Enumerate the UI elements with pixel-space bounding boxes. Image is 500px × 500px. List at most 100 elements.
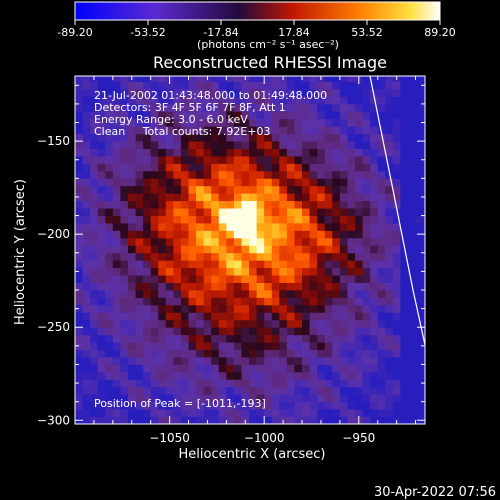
heatmap-cell [143, 89, 152, 97]
heatmap-cell [415, 379, 424, 388]
heatmap-cell [75, 245, 83, 254]
heatmap-cell [362, 327, 371, 336]
heatmap-cell [302, 267, 310, 276]
heatmap-cell [355, 156, 363, 164]
heatmap-cell [173, 297, 182, 306]
heatmap-cell [135, 334, 144, 343]
heatmap-cell [377, 208, 386, 216]
heatmap-cell [120, 148, 129, 157]
heatmap-cell [150, 312, 159, 321]
heatmap-cell [97, 334, 106, 343]
heatmap-cell [211, 215, 220, 224]
heatmap-cell [188, 103, 197, 112]
heatmap-cell [362, 163, 371, 172]
heatmap-cell [302, 312, 310, 321]
heatmap-cell [82, 297, 91, 306]
heatmap-cell [135, 200, 144, 209]
heatmap-cell [286, 342, 295, 350]
heatmap-cell [180, 371, 189, 380]
heatmap-cell [233, 371, 242, 380]
heatmap-cell [400, 118, 409, 127]
heatmap-cell [180, 312, 189, 321]
heatmap-cell [203, 252, 212, 261]
heatmap-cell [135, 96, 144, 105]
heatmap-cell [347, 260, 356, 269]
heatmap-cell [347, 312, 356, 321]
heatmap-cell [173, 260, 182, 269]
heatmap-cell [82, 133, 91, 142]
heatmap-cell [264, 349, 273, 358]
heatmap-cell [90, 386, 99, 395]
heatmap-cell [256, 334, 265, 343]
heatmap-cell [271, 334, 280, 343]
heatmap-cell [165, 409, 174, 417]
heatmap-cell [173, 89, 182, 97]
heatmap-cell [286, 334, 295, 343]
heatmap-cell [120, 409, 129, 417]
heatmap-cell [105, 416, 114, 424]
heatmap-cell [271, 267, 280, 276]
heatmap-cell [302, 319, 310, 328]
heatmap-cell [90, 118, 99, 127]
heatmap-cell [370, 208, 379, 216]
heatmap-cell [286, 275, 295, 283]
heatmap-cell [196, 334, 205, 343]
heatmap-cell [211, 409, 220, 417]
heatmap-cell [165, 118, 174, 127]
heatmap-cell [355, 290, 363, 298]
heatmap-cell [127, 81, 136, 90]
heatmap-cell [165, 200, 174, 209]
heatmap-cell [302, 290, 310, 298]
heatmap-cell [264, 282, 273, 291]
heatmap-cell [180, 304, 189, 313]
heatmap-cell [180, 416, 189, 424]
heatmap-cell [82, 111, 91, 120]
heatmap-cell [97, 208, 106, 216]
heatmap-cell [233, 282, 242, 291]
peak-position-label: Position of Peak = [-1011,-193] [94, 397, 266, 410]
heatmap-cell [82, 349, 91, 358]
heatmap-cell [180, 200, 189, 209]
heatmap-cell [317, 156, 326, 164]
heatmap-cell [150, 81, 159, 90]
heatmap-cell [392, 386, 401, 395]
heatmap-cell [112, 290, 121, 298]
heatmap-cell [196, 185, 205, 194]
heatmap-cell [423, 297, 425, 306]
heatmap-cell [332, 386, 341, 395]
heatmap-cell [355, 245, 363, 254]
heatmap-cell [75, 260, 83, 269]
heatmap-cell [173, 304, 182, 313]
heatmap-cell [355, 334, 363, 343]
heatmap-cell [105, 103, 114, 112]
heatmap-cell [317, 267, 326, 276]
heatmap-cell [211, 111, 220, 120]
heatmap-cell [256, 118, 265, 127]
heatmap-cell [218, 401, 227, 410]
heatmap-cell [218, 237, 227, 246]
heatmap-cell [339, 126, 348, 135]
heatmap-cell [143, 163, 152, 172]
heatmap-cell [423, 96, 425, 105]
heatmap-cell [165, 357, 174, 365]
heatmap-cell [233, 103, 242, 112]
heatmap-cell [294, 312, 303, 321]
heatmap-cell [143, 416, 152, 424]
heatmap-cell [407, 170, 416, 179]
heatmap-cell [271, 394, 280, 403]
heatmap-cell [165, 282, 174, 291]
heatmap-cell [249, 349, 258, 358]
heatmap-cell [256, 297, 265, 306]
heatmap-cell [180, 223, 189, 231]
heatmap-cell [226, 96, 235, 105]
heatmap-cell [135, 357, 144, 365]
heatmap-cell [370, 76, 379, 82]
heatmap-cell [150, 282, 159, 291]
heatmap-cell [120, 290, 129, 298]
heatmap-cell [150, 297, 159, 306]
heatmap-cell [75, 141, 83, 149]
heatmap-cell [355, 409, 363, 417]
heatmap-cell [407, 312, 416, 321]
heatmap-cell [279, 178, 288, 187]
heatmap-cell [407, 96, 416, 105]
